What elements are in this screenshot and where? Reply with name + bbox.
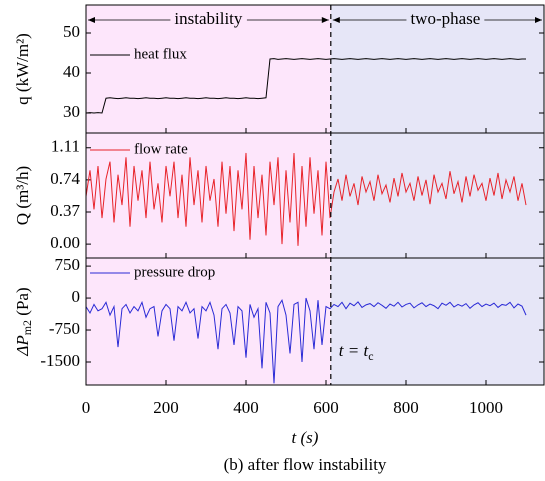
y-tick-label: 50 (63, 22, 80, 41)
y-axis-label-text: q (kW/m²) (13, 33, 32, 105)
y-tick-label: 0.37 (50, 201, 80, 220)
y-tick-label: 0 (72, 287, 81, 306)
divider-label-sub: c (368, 349, 373, 363)
region-label: instability (174, 9, 243, 28)
y-axis-label-text: Q (m³/h) (13, 166, 32, 225)
legend-label: heat flux (134, 46, 187, 62)
y-tick-label: -750 (49, 319, 80, 338)
divider-label: t = tc (339, 341, 374, 363)
legend-label: pressure drop (134, 264, 215, 280)
y-tick-label: 30 (63, 102, 80, 121)
region-shade (86, 133, 331, 258)
y-tick-label: 750 (55, 255, 81, 274)
x-tick-label: 600 (313, 398, 339, 417)
x-tick-label: 400 (233, 398, 259, 417)
arrow-head (535, 17, 542, 23)
y-tick-label: 1.11 (51, 137, 80, 156)
y-axis-label-main: ΔP (13, 335, 32, 356)
y-axis-label: q (kW/m²) (13, 33, 32, 105)
x-tick-label: 200 (153, 398, 179, 417)
caption: (b) after flow instability (224, 455, 387, 474)
y-axis-label-unit: (Pa) (13, 287, 32, 320)
legend-label: flow rate (134, 141, 188, 157)
region-label: two-phase (410, 9, 480, 28)
data-line (85, 297, 527, 384)
y-tick-label: 0.74 (50, 169, 80, 188)
y-tick-label: 40 (63, 62, 80, 81)
y-axis-label-sub: m2 (20, 320, 34, 335)
y-axis-label: ΔPm2 (Pa) (13, 287, 34, 356)
x-tick-label: 800 (393, 398, 419, 417)
region-shade (86, 258, 331, 385)
region-shade (330, 258, 544, 385)
arrow-head (332, 17, 340, 23)
x-tick-label: 1000 (469, 398, 503, 417)
label-bg (406, 8, 485, 28)
divider-label-main: t = t (339, 341, 370, 360)
arrow-head (321, 17, 329, 23)
data-line (85, 58, 526, 114)
y-axis-label: Q (m³/h) (13, 166, 32, 225)
y-tick-label: 0.00 (50, 233, 80, 252)
label-bg (170, 8, 247, 28)
x-tick-label: 0 (82, 398, 91, 417)
x-axis-label: t (s) (292, 428, 319, 447)
arrow-head (88, 17, 95, 23)
plot-frame (85, 257, 545, 386)
y-tick-label: -1500 (40, 351, 80, 370)
data-line (85, 152, 527, 246)
region-shade (330, 133, 544, 258)
